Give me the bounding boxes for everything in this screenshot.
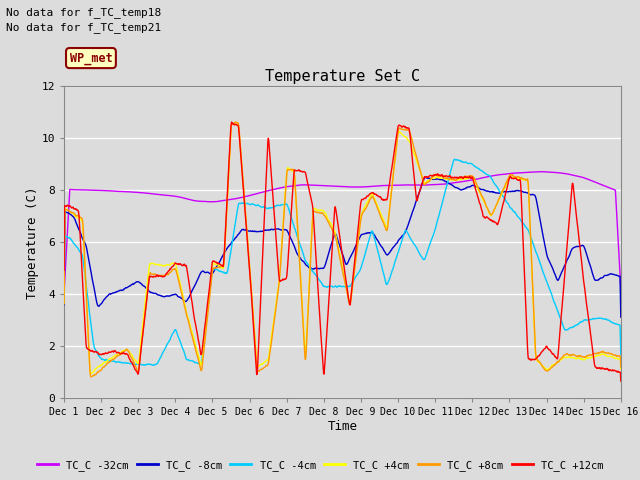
X-axis label: Time: Time [328, 420, 357, 433]
Text: WP_met: WP_met [70, 51, 112, 65]
Text: No data for f_TC_temp21: No data for f_TC_temp21 [6, 22, 162, 33]
Legend: TC_C -32cm, TC_C -8cm, TC_C -4cm, TC_C +4cm, TC_C +8cm, TC_C +12cm: TC_C -32cm, TC_C -8cm, TC_C -4cm, TC_C +… [33, 456, 607, 475]
Title: Temperature Set C: Temperature Set C [265, 69, 420, 84]
Text: No data for f_TC_temp18: No data for f_TC_temp18 [6, 7, 162, 18]
Y-axis label: Temperature (C): Temperature (C) [26, 186, 38, 299]
